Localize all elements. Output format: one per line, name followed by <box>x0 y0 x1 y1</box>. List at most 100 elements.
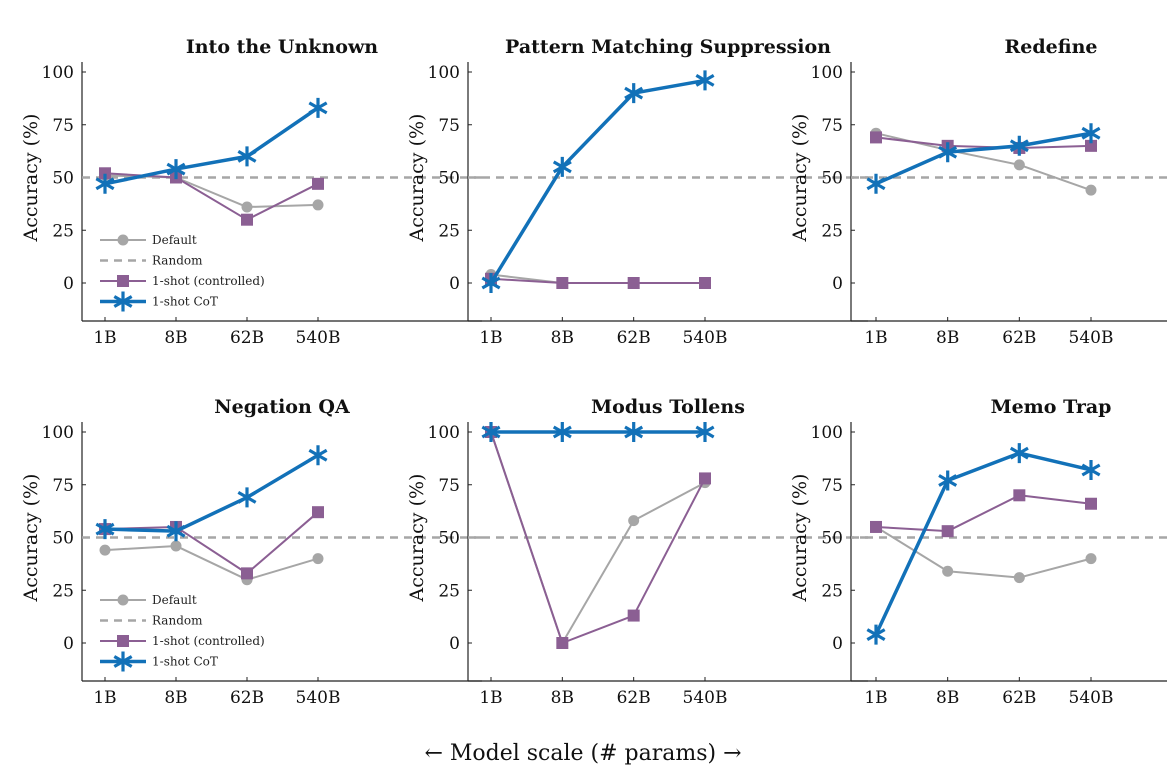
y-tick-label: 25 <box>52 221 74 241</box>
series-line-controlled <box>490 431 706 644</box>
data-point-controlled <box>941 525 954 538</box>
y-tick-label: 0 <box>449 634 460 654</box>
legend-label-random: Random <box>152 254 203 268</box>
x-tick-label: 540B <box>296 328 341 348</box>
y-tick-label: 100 <box>428 423 460 443</box>
legend-label-random: Random <box>152 614 203 628</box>
y-tick-label: 100 <box>428 63 460 83</box>
panel-title: Memo Trap <box>991 396 1112 418</box>
data-point-default <box>99 544 111 556</box>
x-tick-label: 8B <box>936 328 959 348</box>
series-line-controlled <box>490 277 705 284</box>
x-tick-label: 8B <box>936 688 959 708</box>
legend-marker-default <box>117 234 129 246</box>
y-tick-label: 25 <box>52 581 74 601</box>
data-point-cot <box>308 445 328 466</box>
x-tick-label: 540B <box>296 688 341 708</box>
data-point-controlled <box>556 637 569 649</box>
data-point-controlled <box>870 131 882 144</box>
chart-panel: Pattern Matching Suppression Accuracy (%)… <box>406 36 868 348</box>
data-point-controlled <box>1013 489 1026 502</box>
data-point-controlled <box>699 277 711 289</box>
y-tick-label: 50 <box>438 529 460 549</box>
data-point-cot <box>866 173 886 194</box>
legend-marker-default <box>117 594 129 606</box>
x-tick-label: 8B <box>164 688 187 708</box>
y-tick-label: 75 <box>438 116 460 136</box>
data-point-cot <box>95 519 115 540</box>
legend-label-default: Default <box>152 593 197 607</box>
data-point-cot <box>624 83 644 104</box>
data-point-controlled <box>99 167 111 180</box>
data-point-controlled <box>241 213 253 226</box>
x-tick-label: 1B <box>479 688 502 708</box>
y-tick-label: 75 <box>821 116 843 136</box>
data-point-default <box>942 565 954 577</box>
x-tick-label: 8B <box>551 688 574 708</box>
x-tick-label: 540B <box>1069 688 1114 708</box>
legend-marker-cot <box>113 291 133 312</box>
series-line-cot <box>875 131 1092 186</box>
chart-panel: Modus Tollens Accuracy (%) 0 25 50 75 100 1B 8B 6… <box>406 396 868 708</box>
data-point-cot <box>166 159 186 180</box>
data-point-controlled <box>627 609 640 622</box>
y-axis-label: Accuracy (%) <box>20 114 42 243</box>
data-point-cot <box>1081 123 1101 144</box>
data-point-controlled <box>312 506 324 519</box>
chart-panel: Into the Unknown Accuracy (%) 0 25 50 75 100 1B… <box>20 36 482 348</box>
data-point-controlled <box>699 472 711 485</box>
legend-marker-controlled <box>117 275 129 287</box>
x-tick-label: 1B <box>479 328 502 348</box>
y-tick-label: 25 <box>821 581 843 601</box>
series-line-controlled <box>875 494 1092 533</box>
data-point-controlled <box>1085 139 1097 152</box>
x-tick-label: 62B <box>1002 328 1036 348</box>
legend-label-controlled: 1-shot (controlled) <box>152 274 265 288</box>
data-point-cot <box>695 422 715 442</box>
chart-panel: Negation QA Accuracy (%) 0 25 50 75 100 1B 8B 62B… <box>20 396 482 708</box>
y-tick-label: 25 <box>438 581 460 601</box>
y-tick-label: 0 <box>63 274 74 294</box>
y-tick-label: 50 <box>52 529 74 549</box>
x-tick-label: 62B <box>1002 688 1036 708</box>
series-line-controlled <box>104 511 319 575</box>
data-point-default <box>170 540 182 552</box>
panel-title: Redefine <box>1005 36 1098 58</box>
x-tick-label: 540B <box>683 688 728 708</box>
x-tick-label: 540B <box>1069 328 1114 348</box>
x-tick-label: 62B <box>617 688 651 708</box>
series-line-default <box>104 174 319 209</box>
x-tick-label: 62B <box>230 328 264 348</box>
legend-label-default: Default <box>152 233 197 247</box>
y-tick-label: 100 <box>42 423 74 443</box>
data-point-cot <box>237 146 257 167</box>
data-point-controlled <box>241 567 253 580</box>
x-tick-label: 1B <box>864 688 887 708</box>
y-tick-label: 75 <box>52 116 74 136</box>
data-point-controlled <box>870 520 882 533</box>
legend-label-cot: 1-shot CoT <box>152 655 218 669</box>
y-tick-label: 0 <box>832 274 843 294</box>
x-tick-label: 1B <box>93 328 116 348</box>
chart-panel: Redefine Accuracy (%) 0 25 50 75 100 1B 8B 62B 540… <box>789 36 1167 348</box>
x-tick-label: 1B <box>864 328 887 348</box>
data-point-default <box>1013 572 1025 584</box>
y-axis-label: Accuracy (%) <box>406 114 428 243</box>
data-point-controlled <box>1085 497 1097 510</box>
data-point-cot <box>938 470 958 491</box>
data-point-cot <box>624 422 644 442</box>
legend-marker-controlled <box>117 635 129 647</box>
x-tick-label: 8B <box>551 328 574 348</box>
data-point-default <box>312 199 324 211</box>
data-point-cot <box>866 624 886 645</box>
data-point-cot <box>237 487 257 508</box>
series-line-cot <box>104 453 319 533</box>
x-tick-label: 8B <box>164 328 187 348</box>
y-tick-label: 0 <box>63 634 74 654</box>
data-point-default <box>241 201 253 213</box>
data-point-cot <box>481 273 501 293</box>
legend-marker-cot <box>113 651 133 672</box>
series-line-cot <box>104 106 319 186</box>
data-point-controlled <box>627 277 640 289</box>
